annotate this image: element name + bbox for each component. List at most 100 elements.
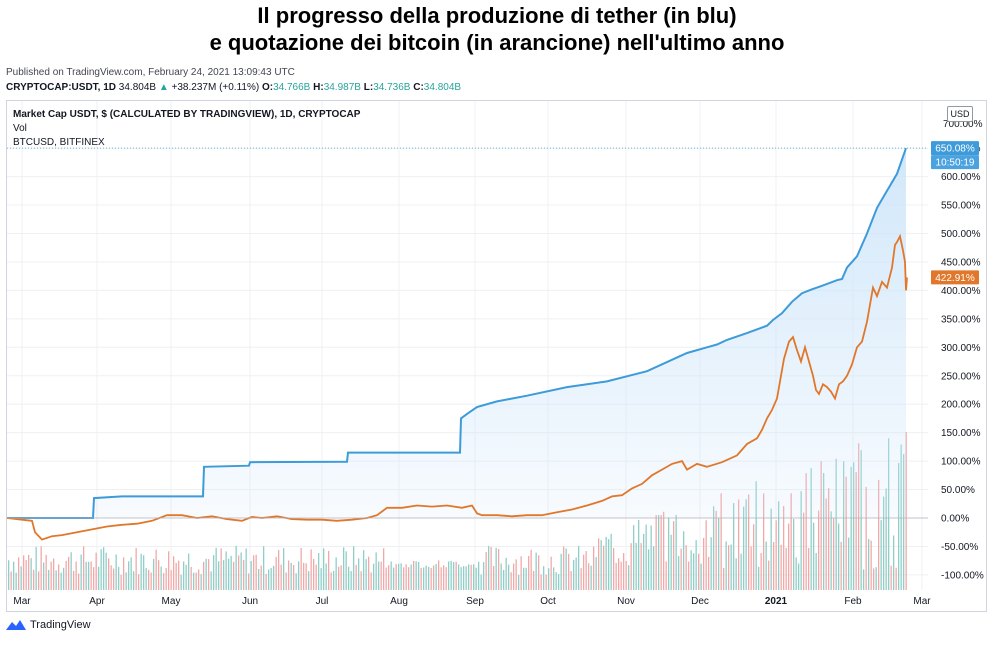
btc-last-value-tag: 422.91% (935, 273, 975, 284)
volume-bar (663, 511, 665, 590)
volume-bar (368, 556, 370, 590)
x-tick-label: Mar (13, 596, 31, 607)
volume-bar (760, 552, 762, 590)
open-value: 34.766B (273, 82, 311, 93)
volume-bar (575, 557, 577, 590)
volume-bar (625, 561, 627, 590)
volume-bar (15, 572, 17, 590)
y-tick-label: 150.00% (941, 428, 981, 439)
volume-bar (65, 560, 67, 590)
volume-bar (783, 505, 785, 590)
volume-bar (743, 506, 745, 590)
volume-bar (830, 511, 832, 590)
x-tick-label: Mar (913, 596, 931, 607)
brand-name: TradingView (30, 619, 91, 631)
volume-bar (648, 549, 650, 590)
volume-bar (90, 561, 92, 590)
volume-bar (255, 554, 257, 590)
volume-bar (250, 560, 252, 590)
volume-bar (433, 565, 435, 590)
volume-bar (370, 572, 372, 590)
volume-bar (588, 563, 590, 590)
legend-volume[interactable]: Vol (13, 123, 27, 134)
volume-bar (295, 573, 297, 590)
symbol-change: +38.237M (+0.11%) (171, 82, 260, 93)
volume-bar (283, 548, 285, 590)
volume-bar (165, 568, 167, 590)
volume-bar (703, 537, 705, 590)
volume-bar (180, 574, 182, 590)
legend-compare-series[interactable]: BTCUSD, BITFINEX (13, 137, 105, 148)
chart-title-line1: Il progresso della produzione di tether … (257, 3, 737, 28)
volume-bar (75, 561, 77, 590)
volume-bar (758, 566, 760, 590)
volume-bar (278, 550, 280, 590)
volume-bar (450, 560, 452, 590)
volume-bar (58, 564, 60, 590)
volume-bar (205, 558, 207, 590)
volume-bar (228, 558, 230, 590)
volume-bar (63, 567, 65, 590)
volume-bar (458, 564, 460, 590)
x-tick-label: Sep (466, 596, 484, 607)
symbol-bar: CRYPTOCAP:USDT, 1D 34.804B ▲ +38.237M (+… (6, 82, 461, 93)
volume-bar (903, 454, 905, 590)
volume-bar (865, 486, 867, 590)
volume-bar (473, 564, 475, 590)
volume-bar (870, 540, 872, 590)
volume-bar (600, 540, 602, 590)
volume-bar (385, 567, 387, 590)
volume-bar (35, 546, 37, 590)
volume-bar (658, 515, 660, 590)
x-tick-label: Apr (89, 596, 105, 607)
volume-bar (303, 562, 305, 590)
volume-bar (413, 561, 415, 590)
volume-bar (505, 557, 507, 590)
volume-bar (85, 561, 87, 590)
volume-bar (838, 523, 840, 590)
volume-bar (45, 554, 47, 590)
volume-bar (343, 547, 345, 590)
volume-bar (160, 566, 162, 590)
volume-bar (640, 543, 642, 590)
volume-bar (555, 572, 557, 590)
y-tick-label: -50.00% (941, 542, 978, 553)
volume-bar (328, 550, 330, 590)
x-tick-label: Nov (617, 596, 635, 607)
volume-bar (538, 555, 540, 590)
volume-bar (310, 549, 312, 590)
tradingview-brand[interactable]: TradingView (6, 619, 91, 631)
x-tick-label: 2021 (765, 596, 788, 607)
volume-bar (308, 571, 310, 590)
volume-bar (883, 496, 885, 590)
volume-bar (750, 546, 752, 590)
volume-bar (33, 569, 35, 590)
usdt-series-line (7, 147, 907, 519)
volume-bar (583, 554, 585, 590)
volume-bar (383, 548, 385, 590)
y-tick-label: 500.00% (941, 229, 981, 240)
volume-bar (740, 553, 742, 590)
legend-main-series[interactable]: Market Cap USDT, $ (CALCULATED BY TRADIN… (13, 109, 361, 120)
volume-bar (795, 557, 797, 590)
close-label: C: (413, 82, 424, 93)
volume-bar (708, 556, 710, 590)
volume-bar (545, 574, 547, 590)
y-tick-label: 550.00% (941, 201, 981, 212)
volume-bar (478, 561, 480, 590)
volume-bar (488, 546, 490, 590)
chart-panel[interactable] (6, 100, 987, 612)
volume-bar (615, 562, 617, 590)
volume-bar (520, 556, 522, 590)
volume-bar (290, 562, 292, 590)
volume-bar (270, 568, 272, 590)
volume-bar (150, 572, 152, 590)
volume-bar (93, 567, 95, 590)
currency-label[interactable]: USD (947, 106, 973, 122)
volume-bar (355, 564, 357, 590)
volume-bar (745, 499, 747, 590)
volume-bar (898, 463, 900, 590)
volume-bar (348, 566, 350, 590)
volume-bar (200, 574, 202, 590)
